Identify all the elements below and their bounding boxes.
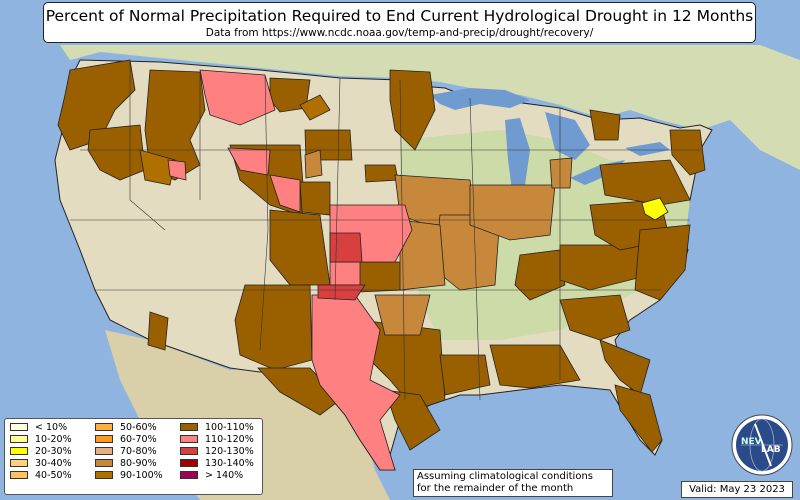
legend-swatch	[180, 435, 198, 444]
state-boundaries	[70, 60, 700, 401]
legend-item: 70-80%	[95, 445, 163, 457]
legend-swatch	[95, 447, 113, 456]
legend-item: 80-90%	[95, 457, 163, 469]
lake-huron	[545, 112, 590, 160]
legend-item: 90-100%	[95, 469, 163, 481]
nevlab-logo: NEV LAB	[731, 414, 793, 476]
legend-label: 40-50%	[35, 469, 72, 481]
legend-swatch	[180, 459, 198, 468]
drought-120-130	[317, 232, 366, 301]
legend-item: 20-30%	[10, 445, 72, 457]
lake-michigan	[505, 118, 530, 190]
legend: < 10% 10-20% 20-30% 30-40% 40-50% 50-60% 60-70…	[4, 418, 263, 495]
legend-swatch	[10, 435, 28, 444]
legend-label: 100-110%	[205, 421, 254, 433]
map-subtitle: Data from https://www.ncdc.noaa.gov/temp…	[205, 27, 594, 39]
legend-item: 100-110%	[180, 421, 254, 433]
logo-text-lab: LAB	[761, 445, 781, 455]
legend-item: 120-130%	[180, 445, 254, 457]
drought-110-120	[167, 69, 413, 471]
legend-item: > 140%	[180, 469, 254, 481]
map-title: Percent of Normal Precipitation Required…	[45, 7, 754, 25]
legend-label: < 10%	[35, 421, 68, 433]
legend-column: < 10% 10-20% 20-30% 30-40% 40-50%	[10, 421, 72, 481]
legend-label: 10-20%	[35, 433, 72, 445]
legend-swatch	[95, 423, 113, 432]
note-box: Assuming climatological conditions for t…	[413, 469, 613, 497]
legend-swatch	[95, 435, 113, 444]
legend-swatch	[180, 447, 198, 456]
legend-item: 60-70%	[95, 433, 163, 445]
legend-label: 130-140%	[205, 457, 254, 469]
legend-label: 120-130%	[205, 445, 254, 457]
drought-90-100	[139, 94, 331, 186]
canada-land	[60, 45, 800, 170]
drought-80-90	[304, 149, 573, 336]
legend-item: 130-140%	[180, 457, 254, 469]
legend-label: 70-80%	[120, 445, 157, 457]
note-line-2: for the remainder of the month	[417, 483, 574, 494]
legend-label: 30-40%	[35, 457, 72, 469]
note-line-1: Assuming climatological conditions	[417, 471, 593, 482]
lake-ontario	[625, 142, 670, 156]
legend-swatch	[10, 447, 28, 456]
valid-date: Valid: May 23 2023	[681, 481, 793, 498]
legend-swatch	[95, 471, 113, 480]
legend-column: 100-110% 110-120% 120-130% 130-140% > 140%	[180, 421, 254, 481]
legend-label: 60-70%	[120, 433, 157, 445]
lake-superior	[430, 88, 530, 110]
legend-swatch	[180, 471, 198, 480]
legend-item: 30-40%	[10, 457, 72, 469]
legend-label: 20-30%	[35, 445, 72, 457]
drought-20-30-maryland	[641, 197, 669, 221]
legend-swatch	[10, 423, 28, 432]
legend-swatch	[180, 423, 198, 432]
legend-label: 80-90%	[120, 457, 157, 469]
legend-column: 50-60% 60-70% 70-80% 80-90% 90-100%	[95, 421, 163, 481]
legend-label: 110-120%	[205, 433, 254, 445]
legend-swatch	[10, 459, 28, 468]
legend-item: 10-20%	[10, 433, 72, 445]
legend-item: 40-50%	[10, 469, 72, 481]
legend-label: 90-100%	[120, 469, 163, 481]
legend-label: > 140%	[205, 469, 244, 481]
title-box: Percent of Normal Precipitation Required…	[43, 2, 756, 43]
legend-item: 50-60%	[95, 421, 163, 433]
legend-swatch	[95, 459, 113, 468]
logo-text-nev: NEV	[741, 437, 762, 447]
legend-swatch	[10, 471, 28, 480]
legend-item: < 10%	[10, 421, 72, 433]
legend-label: 50-60%	[120, 421, 157, 433]
legend-item: 110-120%	[180, 433, 254, 445]
